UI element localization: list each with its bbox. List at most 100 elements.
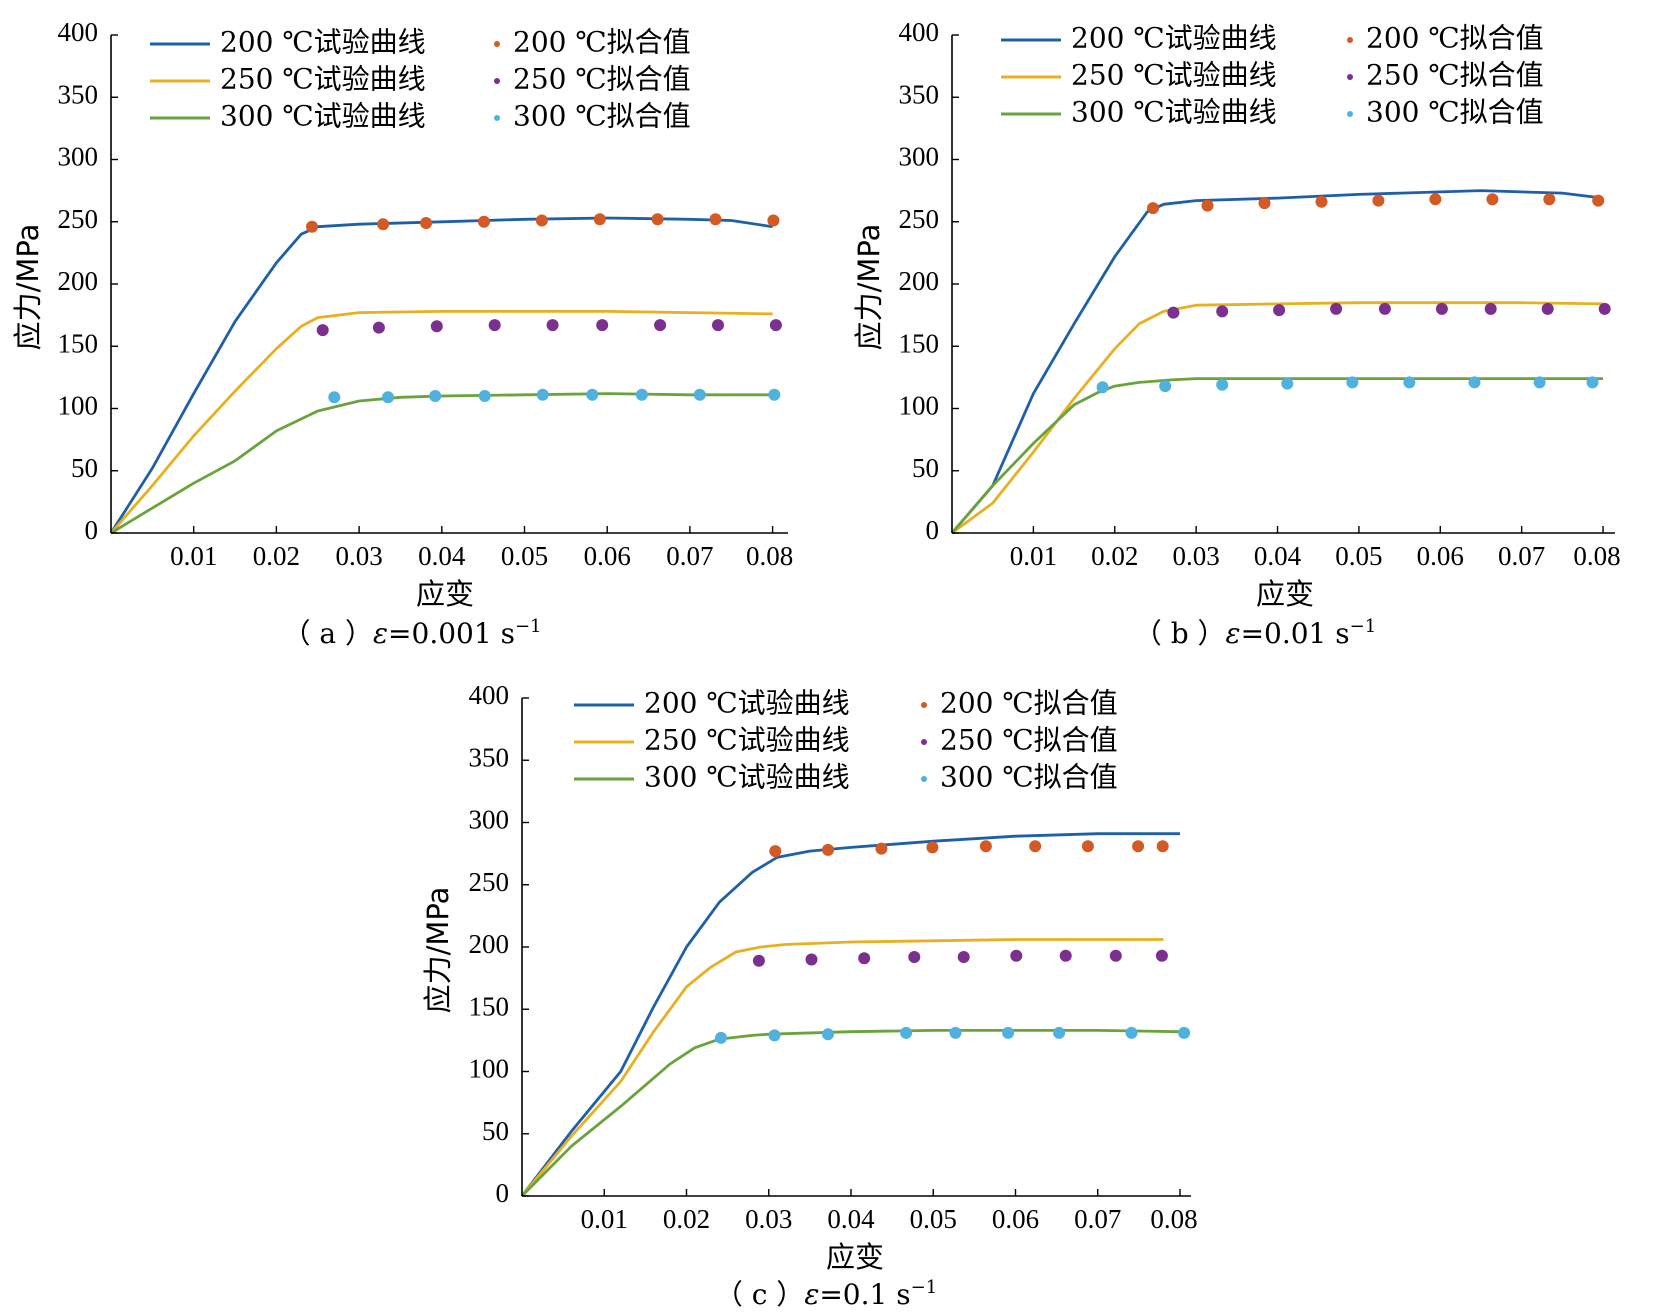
- panel-a-series-f250-point-8: [769, 319, 782, 332]
- panel-a-series-f300-point-7: [693, 388, 706, 401]
- panel-c-legend-swatch-fit300: [921, 776, 927, 782]
- panel-a-ytick-150: 150: [58, 329, 99, 359]
- panel-b-series-f300-point-5: [1403, 376, 1416, 389]
- panel-a-ytick-0: 0: [85, 515, 99, 545]
- panel-b-series-f250-point-3: [1330, 302, 1343, 315]
- panel-a-xtick-0.02: 0.02: [253, 541, 300, 571]
- panel-a-series-f300-point-5: [586, 388, 599, 401]
- panel-c-series-f250-point-5: [1010, 949, 1023, 962]
- panel-b-ytick-100: 100: [899, 391, 940, 421]
- panel-c-series-f300-point-8: [1178, 1026, 1191, 1039]
- panel-a-series-f200-point-8: [767, 214, 780, 227]
- panel-c-legend-label-exp300: 300 ℃试验曲线: [644, 761, 850, 794]
- panel-c-y-axis-label: 应力/MPa: [421, 887, 455, 1014]
- panel-c-series-f300-point-1: [768, 1029, 781, 1042]
- panel-c-y-tick-labels: 0 50 100 150 200 250 300 350 400: [469, 680, 510, 1208]
- panel-b-series-f250-point-0: [1167, 306, 1180, 319]
- panel-a-series-f200-point-5: [593, 213, 606, 226]
- panel-b-series-f250-point-8: [1598, 302, 1611, 315]
- panel-c-caption: （ c ）ε=0.1 s−1: [715, 1277, 937, 1311]
- panel-c-series-f300-point-6: [1053, 1026, 1066, 1039]
- panel-a-series-f200-point-4: [535, 214, 548, 227]
- panel-b-series-f300-point-8: [1586, 376, 1599, 389]
- panel-a-xtick-0.04: 0.04: [418, 541, 466, 571]
- panel-c-ytick-300: 300: [469, 805, 510, 835]
- panel-a-x-tick-labels: 0.01 0.02 0.03 0.04 0.05 0.06 0.07 0.08: [170, 541, 793, 571]
- panel-c-legend-swatch-fit200: [921, 702, 927, 708]
- panel-b-series-f300-point-0: [1096, 381, 1109, 394]
- panel-c-ytick-200: 200: [469, 929, 510, 959]
- panel-a-caption-rate: =0.001 s: [388, 617, 515, 650]
- panel-a-series-c200-line: [109, 216, 773, 534]
- panel-c-caption-prefix: （ c ）: [715, 1278, 804, 1311]
- panel-a-series-f250-point-7: [712, 319, 724, 332]
- panel-c-series-f200-point-3: [926, 841, 939, 854]
- panel-a-legend-label-exp300: 300 ℃试验曲线: [220, 100, 426, 133]
- panel-b-series-f200-point-0: [1147, 202, 1159, 215]
- panel-a-legend-label-fit250: 250 ℃拟合值: [513, 63, 691, 96]
- panel-c-legend-swatch-fit250: [921, 739, 927, 745]
- panel-a-ticks: [111, 34, 774, 534]
- panel-b-series-f250-point-6: [1484, 302, 1497, 315]
- panel-b-x-tick-labels: 0.01 0.02 0.03 0.04 0.05 0.06 0.07 0.08: [1010, 541, 1621, 571]
- panel-b-series-f200-point-7: [1543, 193, 1556, 206]
- panel-a-caption-epsilon: ε: [373, 617, 388, 650]
- panel-a-plot-area: [109, 213, 782, 535]
- panel-c-legend-label-exp200: 200 ℃试验曲线: [644, 687, 850, 720]
- panel-c-ytick-50: 50: [482, 1116, 509, 1146]
- panel-c-series-f250-point-7: [1109, 949, 1122, 962]
- panel-a-series-f200-point-1: [377, 218, 390, 231]
- panel-a-legend: 200 ℃试验曲线 250 ℃试验曲线 300 ℃试验曲线 200 ℃拟合值 2…: [150, 26, 691, 133]
- panel-c-xtick-0.03: 0.03: [745, 1204, 792, 1234]
- panel-b-series-f200-point-3: [1315, 195, 1328, 208]
- panel-b-y-axis-label: 应力/MPa: [852, 224, 886, 351]
- panel-b-series-f300-point-2: [1216, 378, 1229, 391]
- panel-b-caption-epsilon: ε: [1226, 617, 1241, 650]
- panel-c-series-f200-point-1: [822, 843, 834, 856]
- panel-b-ticks: [952, 34, 1604, 534]
- panel-b-xtick-0.07: 0.07: [1498, 541, 1545, 571]
- panel-c-series-f250-point-6: [1059, 949, 1072, 962]
- panel-c-xtick-0.06: 0.06: [992, 1204, 1039, 1234]
- panel-b-legend-swatch-fit300: [1347, 111, 1353, 117]
- panel-b-series-f300-point-3: [1281, 377, 1294, 390]
- panel-a-series-f250-point-3: [488, 319, 501, 332]
- panel-b-xtick-0.05: 0.05: [1335, 541, 1382, 571]
- panel-a-series-f250-point-1: [372, 321, 385, 334]
- panel-b-series-c300-line: [950, 377, 1603, 534]
- panel-a-series-f300-point-8: [768, 388, 781, 401]
- panel-c-ytick-150: 150: [469, 992, 510, 1022]
- panel-b-caption-exponent: −1: [1350, 616, 1377, 637]
- panel-a-series-f200-point-0: [306, 220, 318, 233]
- panel-c-ytick-250: 250: [469, 867, 510, 897]
- panel-a-legend-swatch-fit200: [494, 41, 500, 47]
- panel-c-series-f250-point-1: [805, 953, 818, 966]
- panel-b-ytick-400: 400: [899, 17, 940, 47]
- panel-c: 0 50 100 150 200 250 300 350 400 0.01 0.…: [421, 680, 1198, 1311]
- panel-b-xtick-0.01: 0.01: [1010, 541, 1057, 571]
- panel-c-xtick-0.04: 0.04: [827, 1204, 875, 1234]
- panel-b-series-f250-point-5: [1435, 302, 1448, 315]
- panel-b-xtick-0.08: 0.08: [1573, 541, 1620, 571]
- panel-b-legend-label-exp200: 200 ℃试验曲线: [1071, 22, 1277, 55]
- panel-a-legend-label-exp250: 250 ℃试验曲线: [220, 63, 426, 96]
- panel-a-series-f300-point-3: [478, 390, 491, 402]
- panel-c-caption-rate: =0.1 s: [819, 1278, 910, 1311]
- panel-c-xtick-0.05: 0.05: [910, 1204, 957, 1234]
- panel-c-series-f300-point-4: [949, 1026, 962, 1039]
- panel-b-legend-swatch-fit200: [1347, 37, 1353, 43]
- panel-b-legend-swatch-fit250: [1347, 74, 1353, 80]
- panel-a-xtick-0.08: 0.08: [746, 541, 793, 571]
- panel-a-series-f200-point-6: [651, 213, 664, 226]
- panel-a-legend-swatch-fit300: [494, 115, 500, 121]
- panel-b-y-tick-labels: 0 50 100 150 200 250 300 350 400: [899, 17, 940, 545]
- panel-c-series-f300-point-7: [1125, 1026, 1138, 1039]
- panel-b-legend-label-fit200: 200 ℃拟合值: [1366, 22, 1544, 55]
- panel-b-x-axis-label: 应变: [1256, 577, 1314, 611]
- panel-c-legend: 200 ℃试验曲线 250 ℃试验曲线 300 ℃试验曲线 200 ℃拟合值 2…: [574, 687, 1118, 794]
- panel-a-xtick-0.07: 0.07: [666, 541, 713, 571]
- panel-a-ytick-350: 350: [58, 80, 99, 110]
- panel-b-series-f200-point-2: [1258, 197, 1271, 210]
- panel-c-ytick-100: 100: [469, 1054, 510, 1084]
- panel-a-ytick-50: 50: [71, 453, 98, 483]
